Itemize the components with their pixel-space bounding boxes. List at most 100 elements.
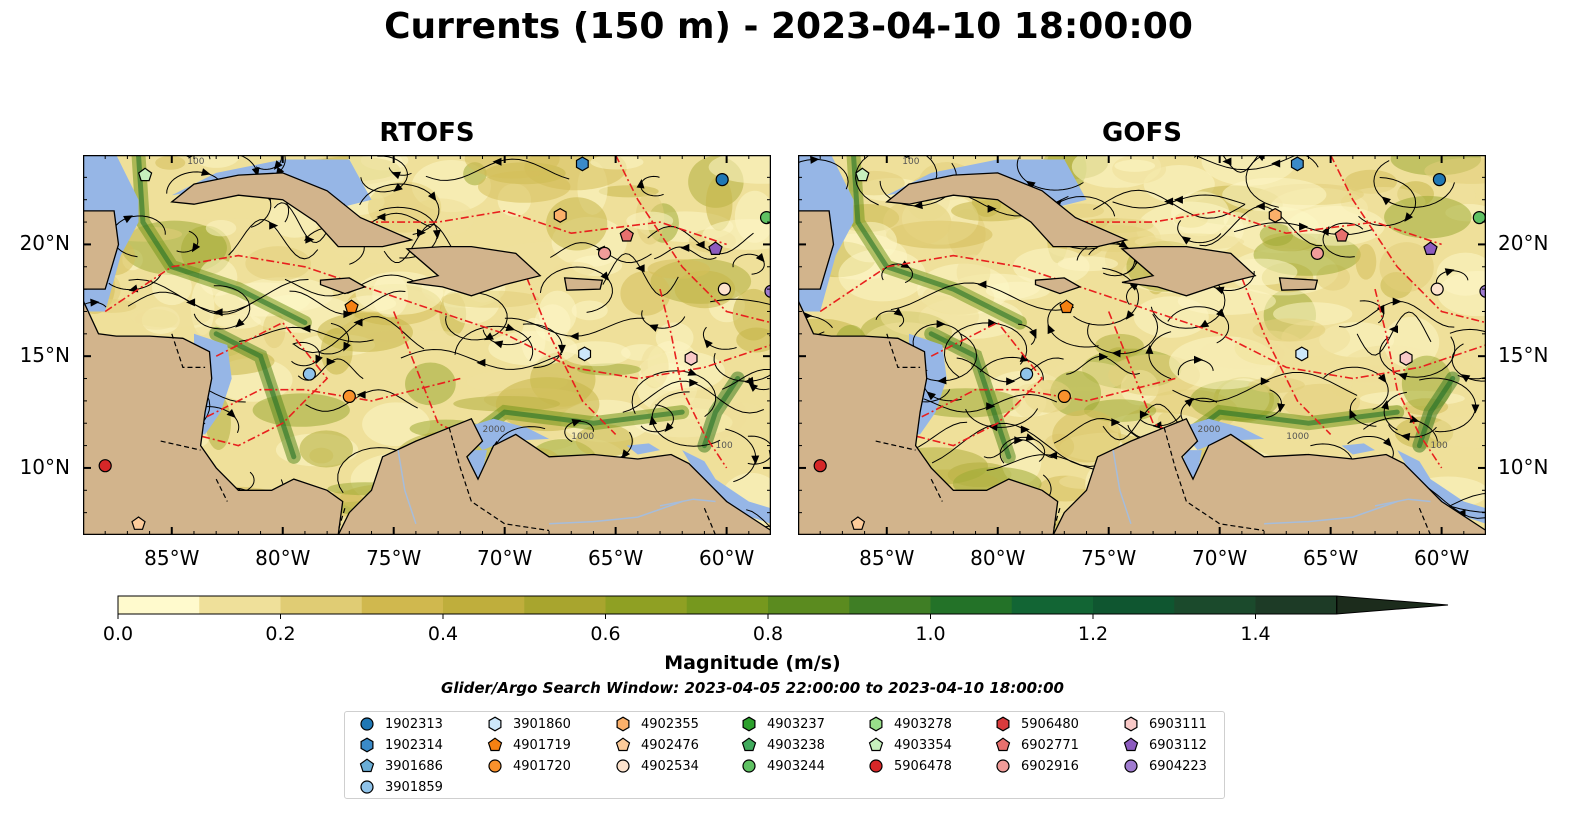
contour-label: 1000: [1286, 432, 1309, 442]
float-marker-4902355: [553, 207, 567, 223]
legend-marker-hexagon-icon: [360, 737, 374, 753]
lon-tick-label-0-1: 80°W: [255, 546, 311, 570]
legend-label: 5906478: [894, 758, 952, 774]
map-frame: [798, 155, 1486, 535]
legend-marker-circle-icon: [742, 759, 756, 773]
legend-label: 4903237: [767, 716, 825, 732]
legend-marker-hexagon-icon: [1124, 716, 1138, 732]
legend-item: 4903237: [741, 714, 825, 734]
colorbar-bin: [118, 596, 200, 614]
legend-item: 4901720: [487, 756, 571, 776]
legend-item: 3901686: [359, 756, 443, 776]
lon-tick-label-1-2: 75°W: [1081, 546, 1137, 570]
country-border: [875, 440, 916, 451]
float-marker-6903111: [1399, 350, 1413, 366]
legend-item: 6903112: [1123, 735, 1207, 755]
float-marker-4902476: [850, 516, 866, 530]
legend-item: 5906478: [868, 756, 952, 776]
lon-tick-label-1-0: 85°W: [859, 546, 915, 570]
country-border: [703, 507, 717, 535]
river: [659, 498, 716, 507]
legend-item: 4903244: [741, 756, 825, 776]
float-marker-6902916: [1310, 246, 1324, 260]
legend-item: 4902534: [615, 756, 699, 776]
map-panel-gofs: 1000 100 100 2000: [798, 155, 1486, 535]
float-marker-6902916: [597, 246, 612, 260]
float-markers: [98, 155, 771, 530]
legend-label: 4903238: [767, 737, 825, 753]
float-marker-4902355: [1268, 207, 1282, 223]
river: [397, 449, 417, 525]
legend-marker-hexagon-icon: [742, 716, 756, 732]
legend-label: 4902476: [641, 737, 699, 753]
legend-label: 4902534: [641, 758, 699, 774]
float-marker-4903354: [855, 167, 870, 182]
contour-label: 2000: [1197, 425, 1220, 435]
river: [1112, 449, 1132, 525]
float-marker-6902771: [1334, 227, 1349, 242]
legend-item: 4903278: [868, 714, 952, 734]
float-marker-4903354: [137, 167, 153, 182]
legend-item: 4902355: [615, 714, 699, 734]
legend-label: 6902916: [1021, 758, 1079, 774]
float-markers: [813, 155, 1486, 530]
legend-item: 1902313: [359, 714, 443, 734]
lon-tick-label-0-4: 65°W: [588, 546, 644, 570]
shallow-shelf: [1179, 418, 1265, 451]
legend-label: 4903244: [767, 758, 825, 774]
lon-tick-label-1-3: 70°W: [1192, 546, 1248, 570]
legend-item: 3901859: [359, 777, 443, 797]
lat-tick-label-left-1: 15°N: [19, 343, 70, 368]
colorbar-bin: [199, 596, 281, 614]
legend-item: 6904223: [1123, 756, 1207, 776]
legend-item: 1902314: [359, 735, 443, 755]
float-marker-6903111: [684, 350, 698, 366]
legend-marker-circle-icon: [360, 717, 374, 731]
lat-tick-label-left-2: 10°N: [19, 454, 70, 479]
legend-item: 6902771: [995, 735, 1079, 755]
river: [1264, 500, 1398, 525]
panel-title-gofs: GOFS: [1102, 118, 1182, 148]
legend-marker-pentagon-icon: [741, 737, 757, 752]
float-marker-4902534: [717, 282, 731, 296]
legend-label: 4901720: [513, 758, 571, 774]
lon-tick-label-0-3: 70°W: [477, 546, 533, 570]
country-border: [337, 508, 346, 531]
colorbar-tick-label: 1.2: [1078, 623, 1108, 645]
legend-marker-pentagon-icon: [1123, 737, 1139, 752]
colorbar-bin: [1011, 596, 1094, 614]
legend-label: 1902313: [385, 716, 443, 732]
legend-marker-pentagon-icon: [868, 737, 884, 752]
legend-marker-hexagon-icon: [996, 716, 1010, 732]
float-marker-3901859: [1019, 367, 1034, 381]
colorbar-bin: [768, 596, 850, 614]
float-marker-4902476: [131, 516, 146, 530]
float-marker-4901719: [344, 299, 359, 314]
legend-marker-circle-icon: [996, 759, 1010, 773]
legend-marker-hexagon-icon: [488, 716, 502, 732]
contour-label: 100: [1431, 441, 1448, 451]
colorbar-label: Magnitude (m/s): [664, 652, 841, 674]
country-border: [1418, 507, 1432, 535]
tick-marks: [798, 155, 1486, 535]
float-marker-6904223: [1479, 284, 1486, 298]
lon-tick-label-0-5: 60°W: [698, 546, 755, 570]
legend-item: 4903354: [868, 735, 952, 755]
legend-label: 6903111: [1149, 716, 1207, 732]
colorbar-bin: [605, 596, 688, 614]
legend-item: 6902916: [995, 756, 1079, 776]
float-marker-1902314: [1290, 156, 1304, 172]
colorbar-frame: [117, 595, 1338, 615]
legend-label: 4902355: [641, 716, 699, 732]
colorbar-tick-label: 0.0: [103, 623, 133, 645]
float-marker-4903244: [759, 210, 771, 225]
colorbar-bin: [1093, 596, 1175, 614]
lon-tick-label-0-0: 85°W: [144, 546, 200, 570]
float-marker-3901860: [1295, 346, 1309, 362]
figure-title: Currents (150 m) - 2023-04-10 18:00:00: [384, 6, 1193, 47]
colorbar-extend-arrow: [1336, 595, 1449, 615]
contour-label: 100: [716, 441, 733, 451]
legend-marker-hexagon-icon: [616, 716, 630, 732]
colorbar-bin: [1174, 596, 1256, 614]
legend-label: 3901686: [385, 758, 443, 774]
